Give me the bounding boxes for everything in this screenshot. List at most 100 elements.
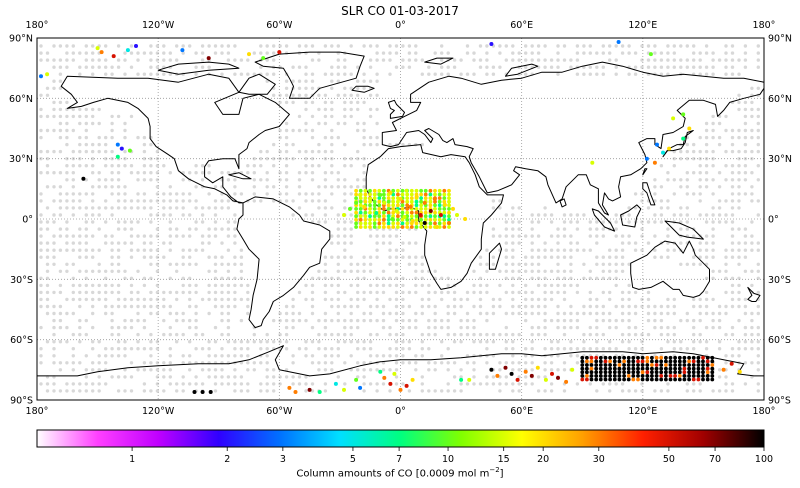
no-data-point	[646, 304, 651, 309]
no-data-point	[420, 72, 424, 76]
no-data-point	[498, 389, 502, 393]
no-data-point	[543, 255, 547, 259]
no-data-point	[549, 58, 554, 62]
no-data-point	[698, 262, 702, 266]
no-data-point	[304, 44, 308, 48]
no-data-point	[511, 347, 515, 351]
no-data-point	[737, 227, 741, 231]
no-data-point	[556, 347, 560, 351]
colorbar-label-exponent: −2	[489, 466, 500, 474]
no-data-point	[685, 142, 689, 147]
co-data-point	[652, 160, 657, 165]
no-data-point	[246, 347, 250, 351]
no-data-point	[91, 185, 95, 189]
no-data-point	[116, 255, 121, 259]
no-data-point	[284, 304, 289, 309]
no-data-point	[381, 269, 386, 273]
no-data-point	[162, 206, 166, 210]
no-data-point	[414, 368, 418, 372]
no-data-point	[698, 318, 702, 323]
no-data-point	[375, 79, 379, 83]
no-data-point	[239, 58, 244, 62]
no-data-point	[349, 297, 353, 302]
no-data-point	[71, 107, 76, 112]
no-data-point	[39, 213, 43, 217]
co-data-point	[598, 377, 603, 382]
no-data-point	[737, 135, 741, 140]
co-data-point	[358, 385, 363, 390]
no-data-point	[737, 206, 741, 210]
no-data-point	[394, 382, 399, 386]
no-data-point	[407, 389, 412, 393]
no-data-point	[420, 297, 424, 302]
no-data-point	[737, 283, 741, 288]
no-data-point	[401, 297, 405, 302]
no-data-point	[323, 220, 328, 224]
co-data-point	[664, 366, 668, 371]
no-data-point	[394, 318, 399, 323]
no-data-point	[78, 234, 82, 238]
co-data-point	[400, 207, 405, 211]
no-data-point	[608, 340, 612, 344]
no-data-point	[149, 142, 153, 147]
no-data-point	[698, 248, 702, 252]
no-data-point	[659, 51, 664, 55]
no-data-point	[330, 142, 334, 147]
no-data-point	[575, 72, 580, 76]
no-data-point	[65, 241, 69, 245]
no-data-point	[194, 262, 198, 266]
no-data-point	[608, 58, 612, 62]
no-data-point	[123, 206, 127, 210]
no-data-point	[39, 107, 43, 112]
no-data-point	[136, 135, 140, 140]
no-data-point	[239, 72, 244, 76]
co-data-point	[358, 192, 363, 197]
no-data-point	[569, 65, 573, 69]
no-data-point	[207, 234, 211, 238]
no-data-point	[220, 375, 224, 379]
no-data-point	[730, 304, 735, 309]
no-data-point	[427, 297, 431, 302]
no-data-point	[84, 107, 89, 112]
no-data-point	[704, 128, 709, 133]
no-data-point	[39, 114, 43, 119]
no-data-point	[756, 290, 760, 295]
no-data-point	[246, 368, 250, 372]
co-data-point	[645, 363, 650, 367]
no-data-point	[65, 164, 69, 168]
no-data-point	[155, 72, 160, 76]
no-data-point	[588, 297, 592, 302]
no-data-point	[698, 241, 702, 245]
no-data-point	[394, 262, 399, 266]
no-data-point	[569, 255, 573, 259]
no-data-point	[704, 171, 709, 175]
co-data-point	[437, 207, 442, 211]
no-data-point	[672, 164, 676, 168]
no-data-point	[743, 135, 748, 140]
no-data-point	[226, 44, 231, 48]
no-data-point	[407, 262, 412, 266]
no-data-point	[116, 65, 121, 69]
co-data-point	[433, 221, 437, 226]
no-data-point	[278, 332, 282, 337]
no-data-point	[233, 220, 237, 224]
no-data-point	[129, 297, 134, 302]
no-data-point	[743, 58, 748, 62]
no-data-point	[123, 128, 127, 133]
no-data-point	[149, 297, 153, 302]
co-data-point	[377, 196, 382, 201]
co-data-point	[705, 355, 710, 360]
no-data-point	[323, 185, 328, 189]
co-data-point	[710, 377, 715, 382]
no-data-point	[517, 361, 521, 365]
no-data-point	[317, 318, 321, 323]
no-data-point	[45, 304, 50, 309]
no-data-point	[207, 375, 211, 379]
no-data-point	[168, 185, 172, 189]
no-data-point	[330, 164, 334, 168]
no-data-point	[743, 44, 748, 48]
no-data-point	[317, 340, 321, 344]
no-data-point	[155, 213, 160, 217]
co-data-point	[111, 54, 116, 59]
no-data-point	[588, 72, 592, 76]
